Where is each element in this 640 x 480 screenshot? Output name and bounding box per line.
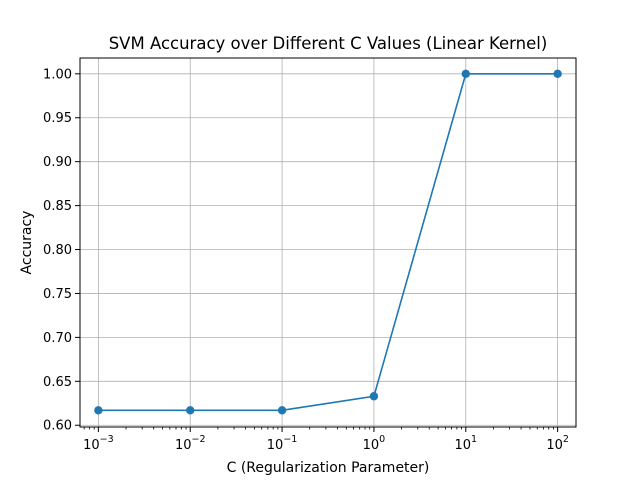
x-tick-label: 100	[363, 434, 386, 453]
tick-layer: 10−3 10−2 10−1 100 101 102 0.60 0.65 0.70 0.75 0.8…	[43, 67, 569, 453]
y-tick-label: 0.90	[43, 155, 72, 170]
y-tick-label: 1.00	[43, 67, 72, 82]
y-tick-label: 0.70	[43, 331, 72, 346]
data-point	[553, 69, 562, 79]
y-tick-label: 0.65	[43, 375, 72, 390]
grid	[80, 58, 576, 427]
x-tick-label: 10−3	[83, 434, 114, 453]
y-tick-label: 0.85	[43, 199, 72, 214]
y-tick-label: 0.75	[43, 287, 72, 302]
x-tick-label: 102	[546, 434, 569, 453]
y-axis-label: Accuracy	[19, 211, 35, 275]
y-tick-label: 0.80	[43, 243, 72, 258]
y-tick-label: 0.60	[43, 419, 72, 434]
data-point	[186, 406, 195, 415]
data-point	[461, 69, 470, 79]
data-point	[277, 406, 287, 415]
data-point	[369, 392, 379, 401]
series-line	[98, 73, 558, 412]
y-tick-label: 0.95	[43, 111, 72, 126]
series-layer	[94, 69, 562, 415]
x-tick-label: 10−2	[175, 434, 206, 453]
chart-title: SVM Accuracy over Different C Values (Li…	[109, 34, 548, 53]
x-tick-label: 101	[454, 434, 477, 453]
plot-area-frame	[79, 57, 577, 428]
data-point	[94, 406, 103, 415]
x-axis-label: C (Regularization Parameter)	[227, 460, 430, 476]
x-tick-label: 10−1	[267, 434, 298, 453]
